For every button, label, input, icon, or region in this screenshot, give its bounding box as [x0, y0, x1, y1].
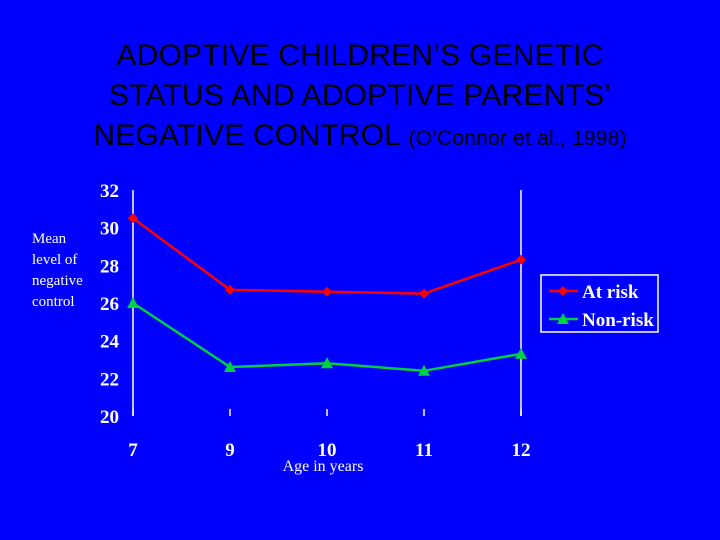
legend-box: [540, 274, 659, 333]
y-tick-label: 22: [100, 369, 119, 390]
y-tick-label: 24: [100, 332, 120, 353]
data-point-non-risk: [224, 361, 236, 373]
title-line-3-main: NEGATIVE CONTROL: [93, 119, 400, 152]
data-point-non-risk: [127, 297, 139, 308]
y-tick-labels: 20 22 24 26 28 30 32: [100, 181, 120, 428]
x-tick-label: 12: [512, 440, 531, 461]
chart-axes: [132, 190, 522, 416]
chart-series: [127, 213, 527, 376]
legend-label: Non-risk: [582, 310, 654, 331]
data-point-non-risk: [515, 347, 527, 359]
y-tick-label: 28: [100, 256, 119, 277]
legend: At risk Non-risk: [540, 274, 659, 333]
data-point-at-risk: [225, 284, 235, 295]
title-citation: (O’Connor et al., 1998): [408, 127, 627, 150]
x-axis-label: Age in years: [283, 458, 364, 475]
x-tick-label: 7: [128, 440, 138, 461]
x-tick-label: 10: [318, 440, 337, 461]
y-axis-label-line-2: level of: [32, 252, 77, 268]
chart-title: ADOPTIVE CHILDREN’S GENETIC STATUS AND A…: [0, 36, 720, 159]
y-tick-label: 30: [100, 219, 119, 240]
data-point-at-risk: [128, 213, 138, 224]
legend-marker: [558, 286, 568, 296]
series-line-at-risk: [132, 217, 522, 295]
y-axis-label-line-4: control: [32, 294, 75, 310]
title-line-1: ADOPTIVE CHILDREN’S GENETIC: [116, 39, 604, 72]
y-axis-label-line-3: negative: [32, 273, 83, 289]
y-axis-label-line-1: Mean: [32, 231, 67, 247]
y-tick-label: 32: [100, 181, 119, 202]
legend-label: At risk: [582, 282, 639, 303]
data-point-non-risk: [321, 357, 333, 369]
data-point-at-risk: [322, 286, 332, 297]
y-tick-label: 26: [100, 294, 119, 315]
title-line-3: NEGATIVE CONTROL (O’Connor et al., 1998): [0, 116, 720, 159]
y-tick-label: 20: [100, 407, 119, 428]
x-tick-label: 11: [415, 440, 433, 461]
legend-marker: [557, 313, 569, 324]
data-point-at-risk: [516, 254, 526, 265]
data-point-non-risk: [418, 364, 430, 376]
title-line-2: STATUS AND ADOPTIVE PARENTS’: [108, 79, 612, 112]
data-point-at-risk: [419, 288, 429, 299]
x-tick-label: 9: [225, 440, 235, 461]
x-tick-labels: 7 9 10 11 12: [128, 440, 530, 461]
